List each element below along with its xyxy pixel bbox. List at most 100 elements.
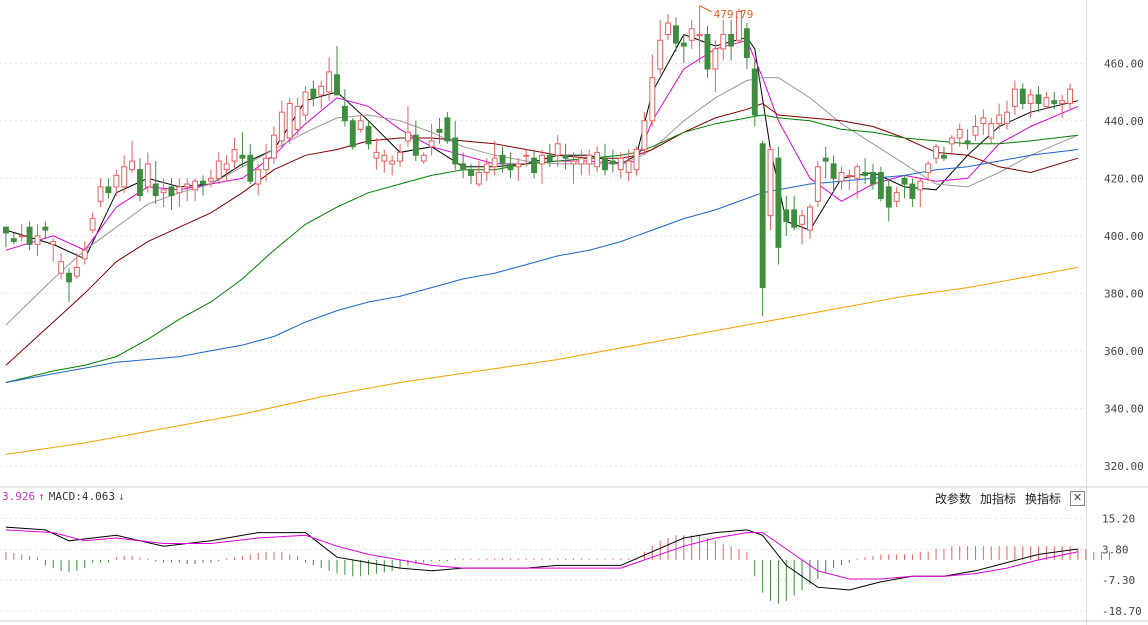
- candle-body-down: [759, 143, 766, 289]
- candle-body-up: [917, 180, 924, 191]
- candle-body-down: [830, 163, 837, 179]
- macd-tick-label: 15.20: [1102, 512, 1135, 525]
- candle-body-up: [1011, 88, 1018, 107]
- price-tick-label: 460.00: [1104, 57, 1144, 70]
- candle-body-down: [66, 272, 72, 283]
- candle-body-up: [113, 174, 120, 188]
- candle-body-up: [286, 103, 293, 139]
- candle-body-up: [389, 160, 396, 165]
- candle-body-down: [334, 74, 340, 96]
- moving-average-line: [5, 149, 1078, 383]
- price-tick-label: 380.00: [1104, 287, 1144, 300]
- candle-body-up: [129, 160, 136, 171]
- candle-body-down: [822, 157, 829, 162]
- candle-body-down: [468, 169, 474, 176]
- price-tick-label: 400.00: [1104, 230, 1144, 243]
- candle-body-down: [152, 183, 159, 197]
- candle-body-up: [160, 189, 167, 194]
- candle-body-up: [223, 163, 230, 171]
- macd-dif-line: [5, 526, 1078, 591]
- macd-dea-line: [5, 529, 1079, 580]
- candle-body-down: [885, 186, 892, 208]
- candle-body-up: [649, 77, 656, 122]
- macd-header: 3.926 ↑ MACD:4.063 ↓: [2, 490, 125, 508]
- candle-body-up: [893, 192, 900, 202]
- candle-body-down: [775, 157, 782, 248]
- candle-body-up: [720, 34, 727, 50]
- change-params-button[interactable]: 改参数: [935, 492, 972, 506]
- candle-body-up: [948, 137, 955, 145]
- candle-body-up: [956, 128, 963, 139]
- candle-body-down: [239, 154, 246, 159]
- candle-body-down: [1035, 94, 1042, 105]
- close-icon[interactable]: ✕: [1070, 491, 1085, 506]
- candle-body-down: [877, 172, 884, 199]
- candle-body-up: [207, 177, 214, 182]
- candle-body-down: [602, 157, 608, 171]
- candle-body-up: [554, 143, 561, 156]
- up-arrow-icon: ↑: [38, 490, 45, 503]
- price-tick-label: 340.00: [1104, 402, 1144, 415]
- candle-body-up: [491, 157, 498, 168]
- candle-body-down: [10, 238, 17, 243]
- candle-body-up: [18, 235, 25, 238]
- add-indicator-button[interactable]: 加指标: [980, 492, 1017, 506]
- candle-body-up: [854, 166, 861, 179]
- candle-body-up: [397, 151, 404, 162]
- candle-body-up: [933, 146, 940, 159]
- moving-average-line: [5, 33, 1079, 260]
- candle-body-down: [452, 137, 459, 165]
- candle-body-down: [751, 68, 758, 116]
- candle-body-down: [105, 186, 112, 194]
- candle-body-up: [736, 11, 742, 41]
- candle-body-up: [767, 149, 774, 217]
- candle-body-down: [247, 154, 254, 182]
- candle-body-down: [743, 28, 750, 59]
- candle-body-down: [680, 42, 687, 47]
- candle-body-down: [862, 172, 869, 176]
- candle-body-up: [980, 117, 987, 125]
- price-tick-label: 440.00: [1104, 115, 1144, 128]
- candle-body-down: [200, 180, 206, 185]
- candle-body-up: [988, 123, 995, 139]
- candle-body-down: [901, 177, 908, 185]
- price-tick-label: 320.00: [1104, 460, 1144, 473]
- candle-body-up: [665, 22, 672, 36]
- candle-body-up: [97, 186, 104, 202]
- candle-body-up: [1043, 97, 1050, 107]
- moving-average-line: [5, 39, 1079, 251]
- candle-body-down: [168, 186, 175, 197]
- candle-body-up: [1059, 100, 1066, 105]
- candle-body-down: [728, 34, 735, 47]
- candle-body-up: [570, 160, 577, 165]
- candle-body-up: [712, 48, 719, 70]
- candle-body-up: [586, 154, 593, 165]
- candle-body-up: [176, 186, 183, 194]
- candle-body-up: [121, 166, 128, 188]
- candle-body-down: [1019, 88, 1026, 105]
- candle-body-down: [704, 34, 711, 70]
- candle-body-up: [144, 163, 151, 188]
- candle-body-down: [791, 209, 798, 228]
- candle-body-up: [404, 131, 411, 142]
- moving-average-line: [5, 266, 1078, 455]
- candle-body-up: [192, 180, 199, 191]
- candle-body-up: [657, 39, 664, 70]
- moving-average-line: [5, 102, 1079, 366]
- candle-body-down: [531, 157, 538, 174]
- candle-body-down: [909, 183, 916, 199]
- candle-body-up: [641, 120, 648, 151]
- candle-body-up: [326, 71, 333, 93]
- candle-body-up: [357, 120, 364, 130]
- switch-indicator-button[interactable]: 换指标: [1025, 492, 1062, 506]
- candle-body-down: [310, 88, 317, 99]
- candle-body-down: [436, 128, 443, 133]
- candle-body-up: [696, 34, 703, 37]
- candle-body-down: [783, 209, 790, 222]
- moving-average-line: [5, 77, 1079, 326]
- candle-body-down: [964, 140, 971, 145]
- candle-body-up: [302, 91, 309, 116]
- candle-body-down: [412, 134, 419, 156]
- price-tick-label: 420.00: [1104, 172, 1144, 185]
- candle-body-up: [428, 140, 435, 148]
